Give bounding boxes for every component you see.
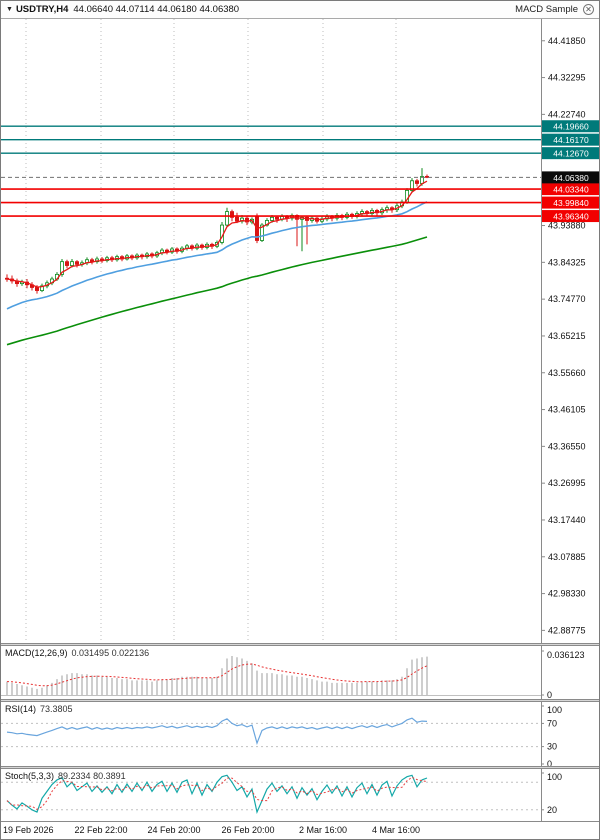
stoch-canvas[interactable]: 100 20	[1, 769, 600, 821]
macd-pane[interactable]: MACD(12,26,9) 0.031495 0.022136 0.036123 0	[1, 646, 599, 699]
svg-text:43.26995: 43.26995	[548, 478, 586, 488]
ohlc-quote-label: 44.06640 44.07114 44.06180 44.06380	[73, 4, 240, 15]
time-axis-label: 19 Feb 2026	[3, 825, 54, 835]
main-chart-pane[interactable]: 44.41850 44.32295 44.22740 43.93880 43.84325…	[1, 19, 599, 643]
time-axis-label: 2 Mar 16:00	[298, 825, 348, 835]
svg-text:20: 20	[547, 805, 557, 815]
rsi-name: RSI(14)	[5, 704, 37, 714]
svg-text:44.32295: 44.32295	[548, 73, 586, 83]
svg-text:100: 100	[547, 772, 562, 782]
main-chart-canvas[interactable]: 44.41850 44.32295 44.22740 43.93880 43.84325…	[1, 19, 600, 643]
stoch-values: 89.2334 80.3891	[58, 771, 126, 781]
grid-lines	[25, 19, 397, 643]
time-axis-label: 26 Feb 20:00	[221, 825, 275, 835]
stoch-pane[interactable]: Stoch(5,3,3) 89.2334 80.3891 100 20	[1, 769, 599, 821]
stoch-signal-line	[6, 776, 428, 810]
time-axis-label: 4 Mar 16:00	[371, 825, 421, 835]
svg-text:30: 30	[547, 742, 557, 752]
stoch-indicator-label: Stoch(5,3,3) 89.2334 80.3891	[5, 771, 126, 781]
macd-values: 0.031495 0.022136	[71, 648, 150, 658]
rsi-levels	[1, 722, 541, 748]
time-axis-label: 24 Feb 20:00	[147, 825, 201, 835]
moving-averages	[6, 180, 428, 346]
svg-text:43.96340: 43.96340	[553, 212, 589, 222]
svg-text:43.99840: 43.99840	[553, 198, 589, 208]
macd-signal-line	[6, 663, 428, 687]
svg-text:44.41850: 44.41850	[548, 36, 586, 46]
pane-divider[interactable]	[1, 699, 599, 702]
stoch-name: Stoch(5,3,3)	[5, 771, 55, 781]
time-axis[interactable]: 19 Feb 2026 22 Feb 22:00 24 Feb 20:00 26 Fe…	[1, 821, 599, 839]
pane-divider[interactable]	[1, 766, 599, 769]
time-axis-label: 22 Feb 22:00	[74, 825, 128, 835]
svg-text:43.07885: 43.07885	[548, 552, 586, 562]
symbol-timeframe-label: USDTRY,H4	[15, 4, 69, 15]
rsi-line	[6, 717, 428, 745]
price-axis: 44.41850 44.32295 44.22740 43.93880 43.84325…	[541, 36, 586, 635]
svg-text:43.93880: 43.93880	[548, 221, 586, 231]
svg-text:43.36550: 43.36550	[548, 441, 586, 451]
horizontal-levels	[1, 125, 541, 217]
svg-text:0: 0	[547, 690, 552, 699]
rsi-axis: 100 70 30 0	[541, 705, 562, 766]
rsi-indicator-label: RSI(14) 73.3805	[5, 704, 73, 714]
svg-text:44.03340: 44.03340	[553, 185, 589, 195]
chart-header: ▼ USDTRY,H4 44.06640 44.07114 44.06180 4…	[1, 1, 599, 19]
svg-text:100: 100	[547, 705, 562, 715]
svg-text:44.19660: 44.19660	[553, 122, 589, 132]
symbol-dropdown-icon[interactable]: ▼	[6, 6, 13, 13]
svg-text:43.55660: 43.55660	[548, 368, 586, 378]
svg-text:0.036123: 0.036123	[547, 650, 585, 660]
svg-text:0: 0	[547, 759, 552, 766]
svg-text:44.16170: 44.16170	[553, 135, 589, 145]
rsi-canvas[interactable]: 100 70 30 0	[1, 702, 600, 766]
svg-text:43.17440: 43.17440	[548, 515, 586, 525]
svg-text:43.65215: 43.65215	[548, 331, 586, 341]
svg-text:43.84325: 43.84325	[548, 257, 586, 267]
svg-text:43.74770: 43.74770	[548, 294, 586, 304]
rsi-values: 73.3805	[40, 704, 73, 714]
stoch-axis: 100 20	[541, 772, 562, 815]
candlesticks	[5, 168, 429, 294]
macd-name: MACD(12,26,9)	[5, 648, 68, 658]
pane-divider[interactable]	[1, 643, 599, 646]
price-tags: 44.19660 44.16170 44.12670 44.03340 43.99840…	[542, 120, 599, 223]
svg-text:44.06380: 44.06380	[553, 173, 589, 183]
expert-close-icon[interactable]: ✕	[583, 4, 594, 15]
svg-text:44.12670: 44.12670	[553, 149, 589, 159]
svg-text:70: 70	[547, 718, 557, 728]
svg-text:42.88775: 42.88775	[548, 625, 586, 635]
stoch-main-line	[6, 774, 428, 815]
expert-advisor-name: MACD Sample	[515, 4, 578, 15]
stoch-levels	[1, 781, 541, 811]
svg-text:42.98330: 42.98330	[548, 589, 586, 599]
macd-canvas[interactable]: 0.036123 0	[1, 646, 600, 699]
macd-indicator-label: MACD(12,26,9) 0.031495 0.022136	[5, 648, 149, 658]
svg-text:43.46105: 43.46105	[548, 405, 586, 415]
rsi-pane[interactable]: RSI(14) 73.3805 100 70 30 0	[1, 702, 599, 766]
svg-text:44.22740: 44.22740	[548, 109, 586, 119]
macd-axis: 0.036123 0	[541, 650, 585, 699]
macd-histogram	[6, 656, 428, 695]
